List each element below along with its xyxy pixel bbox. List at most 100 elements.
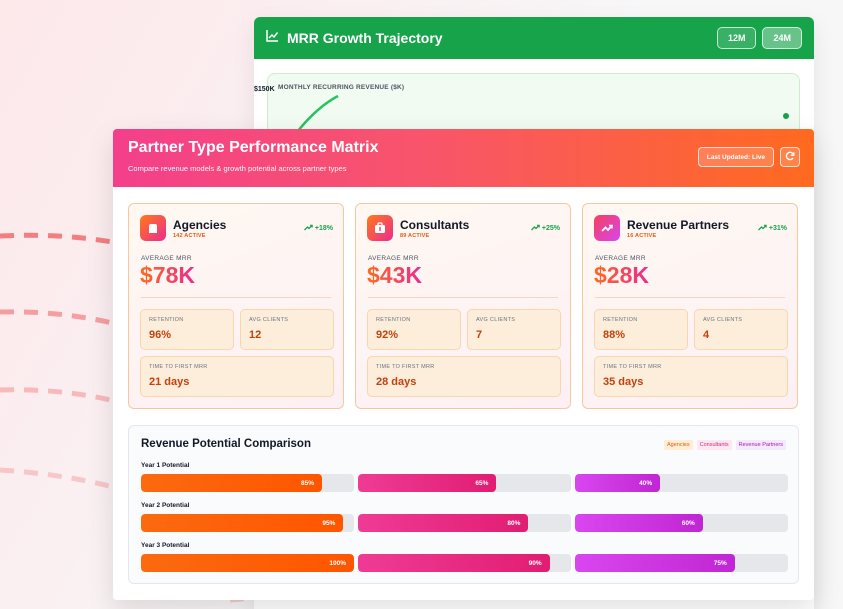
potential-bar-track-revenue-partners: 40% xyxy=(575,474,788,492)
mrr-label: AVERAGE MRR xyxy=(141,255,192,262)
trend-up-icon xyxy=(757,224,767,233)
briefcase-icon xyxy=(367,215,393,241)
range-24m-button[interactable]: 24M xyxy=(762,27,802,49)
trend-up-icon xyxy=(303,224,313,233)
retention-value: 96% xyxy=(149,329,172,341)
trending-up-icon xyxy=(594,215,620,241)
trend-value: +31% xyxy=(768,225,787,232)
potential-bar-agencies: 85% xyxy=(141,474,323,492)
potential-bar-track-consultants: 80% xyxy=(358,514,571,532)
partner-matrix-card: Partner Type Performance Matrix Compare … xyxy=(113,129,814,600)
retention-label: RETENTION xyxy=(149,317,184,323)
partner-matrix-header: Partner Type Performance Matrix Compare … xyxy=(113,129,814,187)
avg-clients-value: 4 xyxy=(703,329,710,341)
potential-bar-track-revenue-partners: 75% xyxy=(575,554,788,572)
time-to-mrr-value: 28 days xyxy=(376,376,417,388)
time-to-mrr-metric: TIME TO FIRST MRR 21 days xyxy=(140,356,334,397)
retention-metric: RETENTION 88% xyxy=(594,309,688,350)
potential-bar-consultants: 80% xyxy=(358,514,529,532)
potential-bar-track-consultants: 90% xyxy=(358,554,571,572)
page-title: Partner Type Performance Matrix xyxy=(128,139,379,156)
partner-name: Agencies xyxy=(173,218,227,232)
retention-label: RETENTION xyxy=(376,317,411,323)
retention-metric: RETENTION 96% xyxy=(140,309,234,350)
partner-cards: Agencies 142 ACTIVE +18% AVERAGE MRR $78… xyxy=(128,203,798,409)
potential-bar-track-agencies: 85% xyxy=(141,474,354,492)
card-divider xyxy=(368,297,558,298)
avg-clients-label: AVG CLIENTS xyxy=(476,317,516,323)
time-to-mrr-label: TIME TO FIRST MRR xyxy=(149,364,208,370)
mrr-y-tick: $150K xyxy=(254,86,275,93)
potential-bar-consultants: 65% xyxy=(358,474,497,492)
time-to-mrr-value: 35 days xyxy=(603,376,644,388)
potential-bar-track-revenue-partners: 60% xyxy=(575,514,788,532)
time-to-mrr-metric: TIME TO FIRST MRR 35 days xyxy=(594,356,788,397)
mrr-data-point xyxy=(783,113,789,119)
potential-bar-track-agencies: 95% xyxy=(141,514,354,532)
page-subtitle: Compare revenue models & growth potentia… xyxy=(128,164,347,173)
building-icon xyxy=(140,215,166,241)
chart-line-icon xyxy=(266,29,279,47)
avg-clients-label: AVG CLIENTS xyxy=(703,317,743,323)
mrr-label: AVERAGE MRR xyxy=(595,255,646,262)
time-to-mrr-metric: TIME TO FIRST MRR 28 days xyxy=(367,356,561,397)
partner-card-agencies: Agencies 142 ACTIVE +18% AVERAGE MRR $78… xyxy=(128,203,344,409)
card-divider xyxy=(595,297,785,298)
potential-bar-revenue-partners: 60% xyxy=(575,514,703,532)
partner-card-consultants: Consultants 89 ACTIVE +25% AVERAGE MRR $… xyxy=(355,203,571,409)
time-to-mrr-label: TIME TO FIRST MRR xyxy=(603,364,662,370)
potential-bar-track-consultants: 65% xyxy=(358,474,571,492)
partner-card-revenue-partners: Revenue Partners 16 ACTIVE +31% AVERAGE … xyxy=(582,203,798,409)
legend-consultants: Consultants xyxy=(696,440,732,450)
potential-bar-agencies: 100% xyxy=(141,554,354,572)
potential-bar-agencies: 95% xyxy=(141,514,344,532)
partner-active-count: 89 ACTIVE xyxy=(400,233,430,239)
mrr-chart-title: MONTHLY RECURRING REVENUE ($K) xyxy=(278,84,405,91)
mrr-growth-header: MRR Growth Trajectory 12M 24M xyxy=(254,17,814,59)
revenue-potential-panel: Revenue Potential Comparison Agencies Co… xyxy=(128,425,799,584)
avg-clients-metric: AVG CLIENTS 7 xyxy=(467,309,561,350)
partner-active-count: 16 ACTIVE xyxy=(627,233,657,239)
refresh-button[interactable] xyxy=(780,147,800,167)
card-divider xyxy=(141,297,331,298)
trend-value: +18% xyxy=(314,225,333,232)
last-updated-badge: Last Updated: Live xyxy=(697,147,774,167)
mrr-value: $43K xyxy=(367,262,422,288)
retention-label: RETENTION xyxy=(603,317,638,323)
partner-trend: +18% xyxy=(303,224,333,233)
avg-clients-value: 7 xyxy=(476,329,483,341)
avg-clients-metric: AVG CLIENTS 12 xyxy=(240,309,334,350)
retention-metric: RETENTION 92% xyxy=(367,309,461,350)
retention-value: 92% xyxy=(376,329,399,341)
retention-value: 88% xyxy=(603,329,626,341)
mrr-value: $78K xyxy=(140,262,195,288)
partner-trend: +25% xyxy=(530,224,560,233)
legend-revenue-partners: Revenue Partners xyxy=(735,440,786,450)
potential-bar-revenue-partners: 40% xyxy=(575,474,661,492)
time-to-mrr-label: TIME TO FIRST MRR xyxy=(376,364,435,370)
mrr-value: $28K xyxy=(594,262,649,288)
avg-clients-value: 12 xyxy=(249,329,262,341)
year-label: Year 3 Potential xyxy=(141,542,190,549)
trend-up-icon xyxy=(530,224,540,233)
legend-agencies: Agencies xyxy=(663,440,693,450)
year-label: Year 1 Potential xyxy=(141,462,190,469)
potential-legend: Agencies Consultants Revenue Partners xyxy=(663,440,786,450)
refresh-icon xyxy=(785,148,795,166)
mrr-label: AVERAGE MRR xyxy=(368,255,419,262)
revenue-potential-title: Revenue Potential Comparison xyxy=(141,438,311,450)
potential-bar-track-agencies: 100% xyxy=(141,554,354,572)
time-to-mrr-value: 21 days xyxy=(149,376,190,388)
partner-active-count: 142 ACTIVE xyxy=(173,233,206,239)
potential-bar-consultants: 90% xyxy=(358,554,550,572)
partner-name: Revenue Partners xyxy=(627,218,730,232)
trend-value: +25% xyxy=(541,225,560,232)
partner-trend: +31% xyxy=(757,224,787,233)
year-label: Year 2 Potential xyxy=(141,502,190,509)
avg-clients-label: AVG CLIENTS xyxy=(249,317,289,323)
partner-name: Consultants xyxy=(400,218,470,232)
range-12m-button[interactable]: 12M xyxy=(716,27,757,49)
mrr-growth-title: MRR Growth Trajectory xyxy=(287,30,443,46)
avg-clients-metric: AVG CLIENTS 4 xyxy=(694,309,788,350)
potential-bar-revenue-partners: 75% xyxy=(575,554,735,572)
